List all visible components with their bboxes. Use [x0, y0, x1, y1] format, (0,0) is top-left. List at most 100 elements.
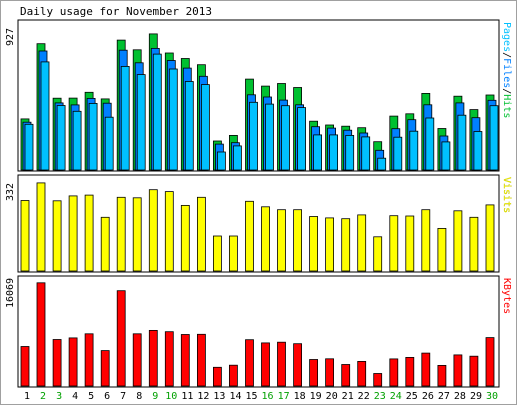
- bar-kbytes-day-26: [421, 352, 431, 387]
- bar-visits-day-29: [469, 216, 479, 272]
- bar-visits-day-11: [180, 204, 190, 272]
- x-tick-label-day-10: 10: [165, 391, 177, 402]
- x-tick-label-day-27: 27: [438, 391, 450, 402]
- bar-pages-day-10: [168, 68, 178, 171]
- bar-visits-day-15: [245, 200, 254, 272]
- bar-kbytes-day-6: [100, 350, 110, 387]
- bar-visits-day-26: [421, 209, 431, 272]
- bar-kbytes-day-11: [180, 334, 190, 387]
- bar-visits-day-9: [148, 189, 158, 272]
- bar-visits-day-4: [68, 195, 78, 272]
- bar-pages-day-3: [56, 105, 66, 171]
- bar-pages-day-8: [136, 74, 146, 171]
- bar-visits-day-22: [357, 214, 367, 272]
- bar-pages-day-1: [24, 123, 34, 171]
- x-tick-label-day-28: 28: [454, 391, 466, 402]
- x-tick-label-day-4: 4: [72, 391, 78, 402]
- bar-pages-day-15: [249, 101, 258, 171]
- x-tick-label-day-15: 15: [245, 391, 257, 402]
- bar-pages-day-4: [72, 110, 82, 171]
- series-label-files: Files: [501, 58, 512, 88]
- bar-visits-day-21: [341, 218, 351, 272]
- x-tick-label-day-9: 9: [152, 391, 158, 402]
- bar-kbytes-day-1: [20, 346, 30, 387]
- bar-visits-day-16: [261, 206, 270, 272]
- bar-pages-day-30: [489, 105, 499, 171]
- bar-pages-day-18: [297, 107, 307, 171]
- bar-pages-day-23: [377, 157, 387, 171]
- bar-visits-day-24: [389, 215, 399, 272]
- x-tick-label-day-13: 13: [213, 391, 225, 402]
- panel-kbytes: 16069 KBytes: [5, 275, 512, 388]
- x-tick-label-day-30: 30: [486, 391, 498, 402]
- bar-pages-day-27: [441, 141, 451, 171]
- series-label-visits: Visits: [501, 177, 512, 213]
- series-label-separator: /: [501, 52, 512, 58]
- ymax-label-kbytes: 16069: [5, 278, 16, 308]
- x-tick-label-day-5: 5: [88, 391, 94, 402]
- bar-kbytes-day-19: [309, 359, 319, 387]
- bar-pages-day-26: [425, 117, 435, 171]
- x-tick-label-day-8: 8: [136, 391, 142, 402]
- bar-pages-day-11: [184, 81, 194, 171]
- x-tick-label-day-12: 12: [197, 391, 209, 402]
- bar-kbytes-day-10: [164, 331, 174, 387]
- bar-kbytes-day-16: [261, 342, 270, 387]
- x-tick-label-day-19: 19: [310, 391, 322, 402]
- bar-kbytes-day-14: [228, 364, 238, 387]
- bar-kbytes-day-2: [36, 282, 46, 387]
- x-tick-label-day-25: 25: [406, 391, 418, 402]
- bar-pages-day-19: [313, 134, 323, 171]
- bar-kbytes-day-4: [68, 337, 78, 387]
- bar-visits-day-2: [36, 182, 46, 272]
- panel-pages-files-hits: 927 Pages/Files/Hits: [5, 19, 512, 172]
- x-tick-label-day-26: 26: [422, 391, 434, 402]
- series-label-kbytes: KBytes: [501, 278, 512, 314]
- bar-pages-day-2: [40, 61, 50, 171]
- bar-visits-day-23: [373, 236, 383, 272]
- bar-kbytes-day-3: [52, 339, 62, 387]
- bar-kbytes-day-28: [453, 354, 463, 387]
- x-tick-label-day-20: 20: [326, 391, 338, 402]
- bar-pages-day-9: [152, 53, 162, 171]
- x-tick-label-day-16: 16: [261, 391, 273, 402]
- bar-kbytes-day-8: [132, 333, 142, 387]
- bar-visits-day-3: [52, 200, 62, 272]
- bar-kbytes-day-5: [84, 333, 94, 387]
- bar-kbytes-day-30: [485, 337, 495, 387]
- bar-visits-day-14: [228, 235, 238, 272]
- bar-visits-day-25: [405, 215, 415, 272]
- x-tick-label-day-11: 11: [181, 391, 193, 402]
- series-label-pages-files-hits: Pages/Files/Hits: [501, 22, 512, 118]
- bar-kbytes-day-29: [469, 355, 479, 387]
- series-label-kbytes: KBytes: [501, 278, 512, 314]
- series-label-hits: Hits: [501, 94, 512, 118]
- bar-visits-day-28: [453, 210, 463, 272]
- x-tick-label-day-18: 18: [294, 391, 306, 402]
- bar-visits-day-7: [116, 196, 126, 272]
- bar-pages-day-22: [361, 136, 371, 171]
- bar-kbytes-day-25: [405, 356, 415, 387]
- bar-pages-day-28: [457, 114, 467, 171]
- series-label-visits: Visits: [501, 177, 512, 213]
- bar-visits-day-30: [485, 204, 495, 272]
- bar-kbytes-day-15: [245, 339, 254, 387]
- bar-pages-day-17: [281, 105, 290, 171]
- bar-kbytes-day-23: [373, 373, 383, 387]
- panel-frame: [17, 19, 500, 172]
- x-tick-label-day-3: 3: [56, 391, 62, 402]
- bar-kbytes-day-21: [341, 364, 351, 387]
- bar-kbytes-day-24: [389, 358, 399, 387]
- bar-visits-day-17: [277, 209, 286, 272]
- bar-visits-day-8: [132, 197, 142, 272]
- bar-visits-day-5: [84, 194, 94, 272]
- series-label-separator: /: [501, 88, 512, 94]
- bar-kbytes-day-17: [277, 341, 286, 387]
- bar-pages-day-24: [393, 136, 403, 171]
- x-tick-label-day-1: 1: [24, 391, 30, 402]
- bar-visits-day-12: [196, 196, 206, 272]
- panel-frame: [17, 174, 500, 273]
- bar-visits-day-1: [20, 200, 30, 272]
- panel-visits: 332 Visits: [5, 174, 512, 273]
